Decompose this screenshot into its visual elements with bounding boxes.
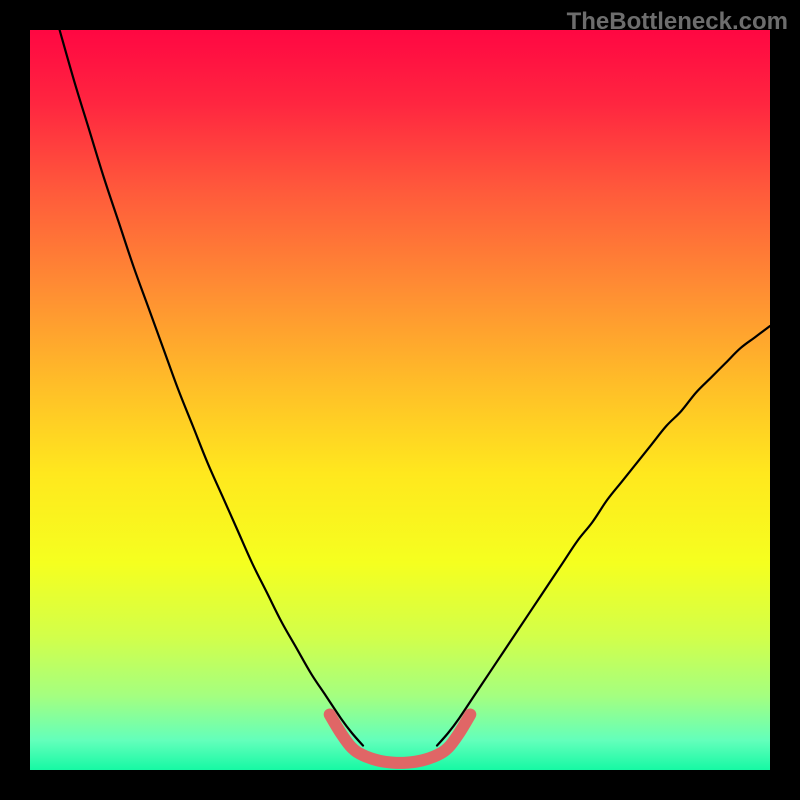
bottleneck-chart bbox=[0, 0, 800, 800]
watermark-text: TheBottleneck.com bbox=[567, 8, 788, 36]
plot-background bbox=[30, 30, 770, 770]
chart-container: TheBottleneck.com bbox=[0, 0, 800, 800]
